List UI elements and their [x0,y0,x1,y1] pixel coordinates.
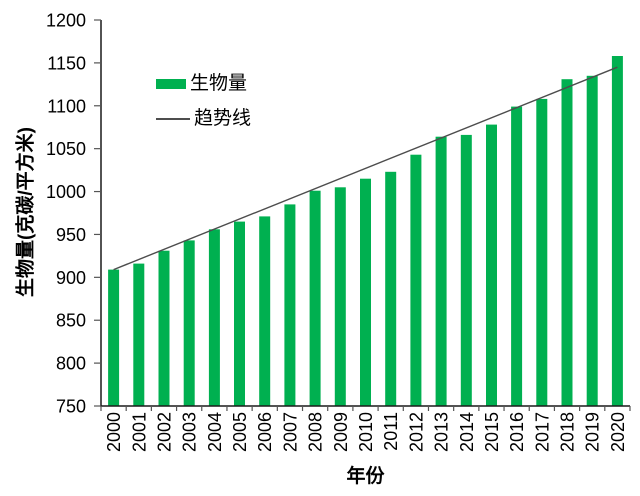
bar-2001 [133,263,145,406]
x-tick-label-2004: 2004 [205,412,225,452]
bar-2012 [410,154,422,406]
x-tick-label-2016: 2016 [507,412,527,452]
y-tick-label-1050: 1050 [46,139,86,159]
bar-2013 [435,136,447,406]
y-tick-label-1000: 1000 [46,182,86,202]
legend-line-label: 趋势线 [194,108,252,129]
y-tick-label-950: 950 [56,225,86,245]
bar-2017 [536,98,548,407]
bar-2018 [561,79,573,406]
x-tick-label-2003: 2003 [180,412,200,452]
legend: 生物量 趋势线 [156,72,251,142]
x-tick-label-2011: 2011 [381,412,401,451]
x-tick-label-2015: 2015 [482,412,502,452]
legend-item-trendline: 趋势线 [156,107,251,131]
bar-2014 [460,134,472,406]
x-tick-label-2006: 2006 [255,412,275,452]
bar-2000 [108,269,120,406]
bar-2020 [611,56,623,406]
legend-bar-label: 生物量 [190,73,248,94]
x-tick-label-2005: 2005 [230,412,250,452]
bar-2010 [360,178,371,406]
bar-2008 [309,190,321,406]
x-tick-label-2001: 2001 [129,412,149,452]
bar-2007 [284,204,296,406]
y-tick-label-800: 800 [56,354,86,374]
legend-line-swatch-icon [156,118,190,120]
x-tick-label-2007: 2007 [280,412,300,452]
x-tick-label-2019: 2019 [583,412,603,452]
y-tick-label-1150: 1150 [47,53,86,73]
bar-2003 [183,240,195,406]
x-tick-label-2009: 2009 [331,412,351,452]
y-tick-label-1100: 1100 [47,96,86,116]
bar-2016 [511,106,523,406]
x-tick-label-2018: 2018 [558,412,578,452]
bar-2019 [586,75,598,407]
x-tick-label-2002: 2002 [155,412,175,452]
x-axis-title: 年份 [346,466,385,487]
bar-2005 [234,221,245,406]
bar-2011 [385,171,397,406]
x-tick-label-2013: 2013 [432,412,452,452]
legend-item-biomass: 生物量 [156,72,251,96]
y-tick-label-750: 750 [56,397,86,417]
y-tick-label-850: 850 [56,311,86,331]
x-tick-label-2010: 2010 [356,412,376,452]
x-tick-label-2014: 2014 [457,412,477,452]
x-tick-label-2017: 2017 [532,412,552,452]
y-tick-label-1200: 1200 [46,11,86,31]
y-tick-label-900: 900 [56,268,86,288]
y-axis-title: 生物量(克碳/平方米) [15,127,37,297]
legend-bar-swatch-icon [156,79,186,89]
bar-2004 [208,229,220,406]
x-tick-label-2000: 2000 [104,412,124,452]
bar-2009 [334,187,346,406]
x-tick-label-2012: 2012 [406,412,426,452]
trend-line [113,66,618,271]
bar-2002 [158,250,170,406]
x-tick-label-2020: 2020 [608,412,628,452]
bar-2006 [259,216,271,406]
x-tick-label-2008: 2008 [306,412,326,452]
bar-2015 [486,124,497,406]
